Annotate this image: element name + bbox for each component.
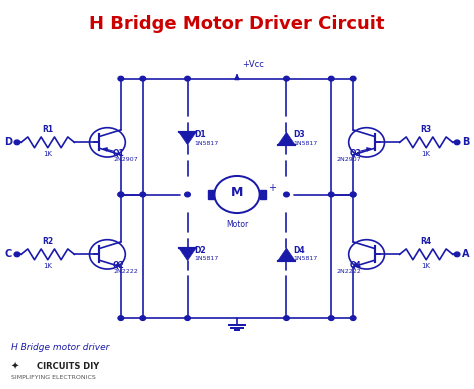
Text: +Vcc: +Vcc <box>242 60 264 69</box>
Text: 1N5817: 1N5817 <box>195 141 219 145</box>
Circle shape <box>350 192 356 197</box>
Circle shape <box>185 76 191 81</box>
Text: 1N5817: 1N5817 <box>293 256 318 261</box>
Circle shape <box>118 192 124 197</box>
Text: R1: R1 <box>42 125 54 134</box>
Text: Q2: Q2 <box>113 261 125 270</box>
Bar <box>208 190 214 199</box>
Circle shape <box>328 192 334 197</box>
Circle shape <box>328 316 334 321</box>
Circle shape <box>350 76 356 81</box>
Text: Q4: Q4 <box>349 261 361 270</box>
Text: SIMPLIFYING ELECTRONICS: SIMPLIFYING ELECTRONICS <box>11 375 96 380</box>
Circle shape <box>350 316 356 321</box>
Circle shape <box>185 192 191 197</box>
Text: H Bridge motor driver: H Bridge motor driver <box>11 343 109 352</box>
Circle shape <box>140 192 146 197</box>
Text: 1K: 1K <box>43 263 52 269</box>
Text: Motor: Motor <box>226 220 248 229</box>
Circle shape <box>350 192 356 197</box>
Text: R2: R2 <box>42 237 54 246</box>
Text: 1K: 1K <box>43 151 52 157</box>
Circle shape <box>328 76 334 81</box>
Text: Q1: Q1 <box>113 149 125 158</box>
Text: 2N2907: 2N2907 <box>113 157 137 162</box>
Polygon shape <box>179 248 196 261</box>
Text: C: C <box>5 249 12 259</box>
Text: B: B <box>462 137 470 147</box>
Circle shape <box>283 192 289 197</box>
Circle shape <box>140 316 146 321</box>
Polygon shape <box>278 132 295 145</box>
Circle shape <box>454 140 460 145</box>
Text: A: A <box>462 249 470 259</box>
Text: 1N5817: 1N5817 <box>195 256 219 261</box>
Text: D1: D1 <box>195 130 206 139</box>
Text: 2N2222: 2N2222 <box>336 269 361 274</box>
Text: D2: D2 <box>195 246 206 255</box>
Circle shape <box>140 76 146 81</box>
Text: 2N2907: 2N2907 <box>337 157 361 162</box>
Text: R4: R4 <box>420 237 432 246</box>
Circle shape <box>283 316 289 321</box>
Text: D: D <box>4 137 12 147</box>
Text: D3: D3 <box>293 130 305 139</box>
Circle shape <box>185 316 191 321</box>
Circle shape <box>14 252 20 257</box>
Circle shape <box>454 252 460 257</box>
Text: 1N5817: 1N5817 <box>293 141 318 145</box>
Circle shape <box>118 192 124 197</box>
Text: Q3: Q3 <box>349 149 361 158</box>
Text: H Bridge Motor Driver Circuit: H Bridge Motor Driver Circuit <box>89 15 385 33</box>
Circle shape <box>118 76 124 81</box>
Text: 1K: 1K <box>422 151 431 157</box>
Text: +: + <box>268 182 276 193</box>
Circle shape <box>14 140 20 145</box>
Text: M: M <box>231 186 243 199</box>
Text: 1K: 1K <box>422 263 431 269</box>
Text: CIRCUITS DIY: CIRCUITS DIY <box>36 362 99 371</box>
Bar <box>260 190 266 199</box>
Text: 2N2222: 2N2222 <box>113 269 138 274</box>
Polygon shape <box>278 248 295 261</box>
Circle shape <box>118 316 124 321</box>
Circle shape <box>283 76 289 81</box>
Text: R3: R3 <box>420 125 432 134</box>
Text: D4: D4 <box>293 246 305 255</box>
Polygon shape <box>179 132 196 145</box>
Text: ✦: ✦ <box>11 361 19 371</box>
